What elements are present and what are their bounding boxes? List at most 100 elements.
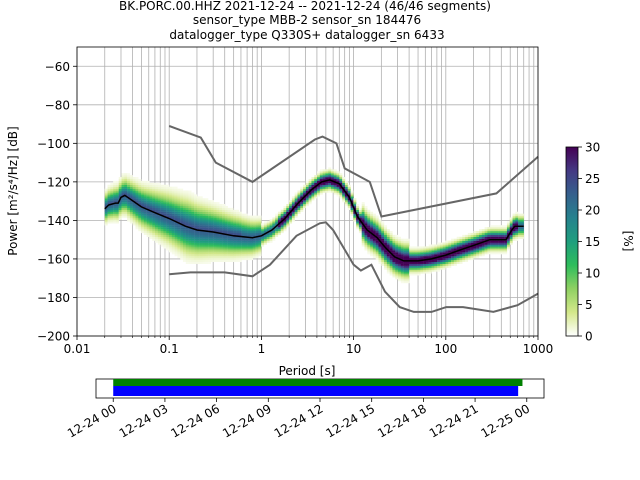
histogram-cell: [479, 236, 483, 239]
histogram-cell: [185, 238, 189, 241]
histogram-cell: [143, 223, 147, 226]
histogram-cell: [196, 219, 200, 222]
histogram-cell: [121, 182, 125, 185]
histogram-cell: [333, 175, 337, 178]
histogram-cell: [434, 254, 438, 257]
histogram-cell: [115, 180, 119, 184]
histogram-cell: [330, 188, 334, 191]
histogram-cell: [487, 248, 491, 251]
histogram-cell: [138, 202, 142, 205]
histogram-cell: [168, 194, 172, 197]
histogram-cell: [417, 261, 421, 264]
histogram-cell: [219, 217, 223, 220]
histogram-cell: [107, 190, 111, 193]
histogram-cell: [152, 215, 156, 218]
histogram-cell: [182, 205, 186, 209]
histogram-cell: [129, 184, 133, 187]
histogram-cell: [378, 242, 382, 245]
histogram-cell: [174, 238, 178, 241]
histogram-cell: [291, 215, 295, 218]
histogram-cell: [182, 209, 186, 212]
histogram-cell: [141, 219, 145, 222]
histogram-cell: [208, 256, 212, 259]
time-coverage-blue-bar: [113, 386, 519, 396]
histogram-cell: [230, 246, 234, 249]
histogram-cell: [283, 213, 287, 216]
histogram-cell: [406, 281, 410, 284]
histogram-cell: [459, 261, 463, 264]
histogram-cell: [375, 242, 379, 245]
histogram-cell: [104, 219, 108, 222]
histogram-cell: [258, 252, 262, 255]
histogram-cell: [367, 248, 371, 251]
histogram-cell: [420, 246, 424, 249]
histogram-cell: [227, 234, 231, 237]
histogram-cell: [423, 256, 427, 259]
histogram-cell: [342, 186, 346, 189]
histogram-cell: [194, 248, 198, 251]
histogram-cell: [358, 207, 362, 211]
histogram-cell: [205, 250, 209, 253]
histogram-cell: [456, 248, 460, 251]
histogram-cell: [110, 200, 114, 203]
histogram-cell: [163, 244, 167, 247]
histogram-cell: [205, 259, 209, 263]
histogram-cell: [115, 211, 119, 214]
histogram-cell: [205, 238, 209, 241]
histogram-cell: [160, 215, 164, 218]
histogram-cell: [138, 200, 142, 203]
x-tick-label: 0.1: [160, 342, 179, 356]
histogram-cell: [431, 263, 435, 266]
histogram-cell: [241, 254, 245, 257]
histogram-cell: [347, 192, 351, 195]
histogram-cell: [160, 196, 164, 199]
histogram-cell: [132, 196, 136, 199]
histogram-cell: [490, 230, 494, 234]
histogram-cell: [275, 227, 279, 230]
histogram-cell: [283, 223, 287, 226]
histogram-cell: [188, 261, 192, 264]
histogram-cell: [196, 238, 200, 241]
histogram-cell: [289, 219, 293, 222]
histogram-cell: [219, 213, 223, 216]
histogram-cell: [205, 261, 209, 264]
histogram-cell: [470, 234, 474, 237]
histogram-cell: [205, 256, 209, 259]
histogram-cell: [171, 211, 175, 214]
histogram-cell: [411, 246, 415, 249]
histogram-cell: [439, 267, 443, 270]
histogram-cell: [311, 180, 315, 184]
histogram-cell: [470, 257, 474, 261]
histogram-cell: [252, 229, 256, 232]
time-tick-label: 12-24 03: [117, 401, 171, 440]
histogram-cell: [163, 209, 167, 212]
histogram-cell: [141, 207, 145, 211]
histogram-cell: [222, 219, 226, 222]
histogram-cell: [378, 261, 382, 264]
histogram-cell: [263, 240, 267, 243]
histogram-cell: [135, 219, 139, 222]
histogram-cell: [222, 227, 226, 230]
histogram-cell: [398, 271, 402, 274]
histogram-cell: [378, 221, 382, 224]
histogram-cell: [372, 246, 376, 249]
histogram-cell: [294, 200, 298, 203]
histogram-cell: [386, 271, 390, 274]
histogram-cell: [177, 244, 181, 247]
histogram-cell: [230, 223, 234, 226]
histogram-cell: [104, 217, 108, 220]
histogram-cell: [386, 240, 390, 243]
histogram-cell: [157, 215, 161, 218]
histogram-cell: [233, 242, 237, 245]
histogram-cell: [317, 184, 321, 187]
histogram-cell: [141, 213, 145, 216]
histogram-cell: [210, 259, 214, 263]
histogram-cell: [344, 184, 348, 187]
histogram-cell: [157, 202, 161, 205]
histogram-cell: [168, 188, 172, 191]
histogram-cell: [386, 261, 390, 264]
histogram-cell: [314, 192, 318, 195]
histogram-cell: [146, 188, 150, 191]
histogram-cell: [107, 207, 111, 211]
